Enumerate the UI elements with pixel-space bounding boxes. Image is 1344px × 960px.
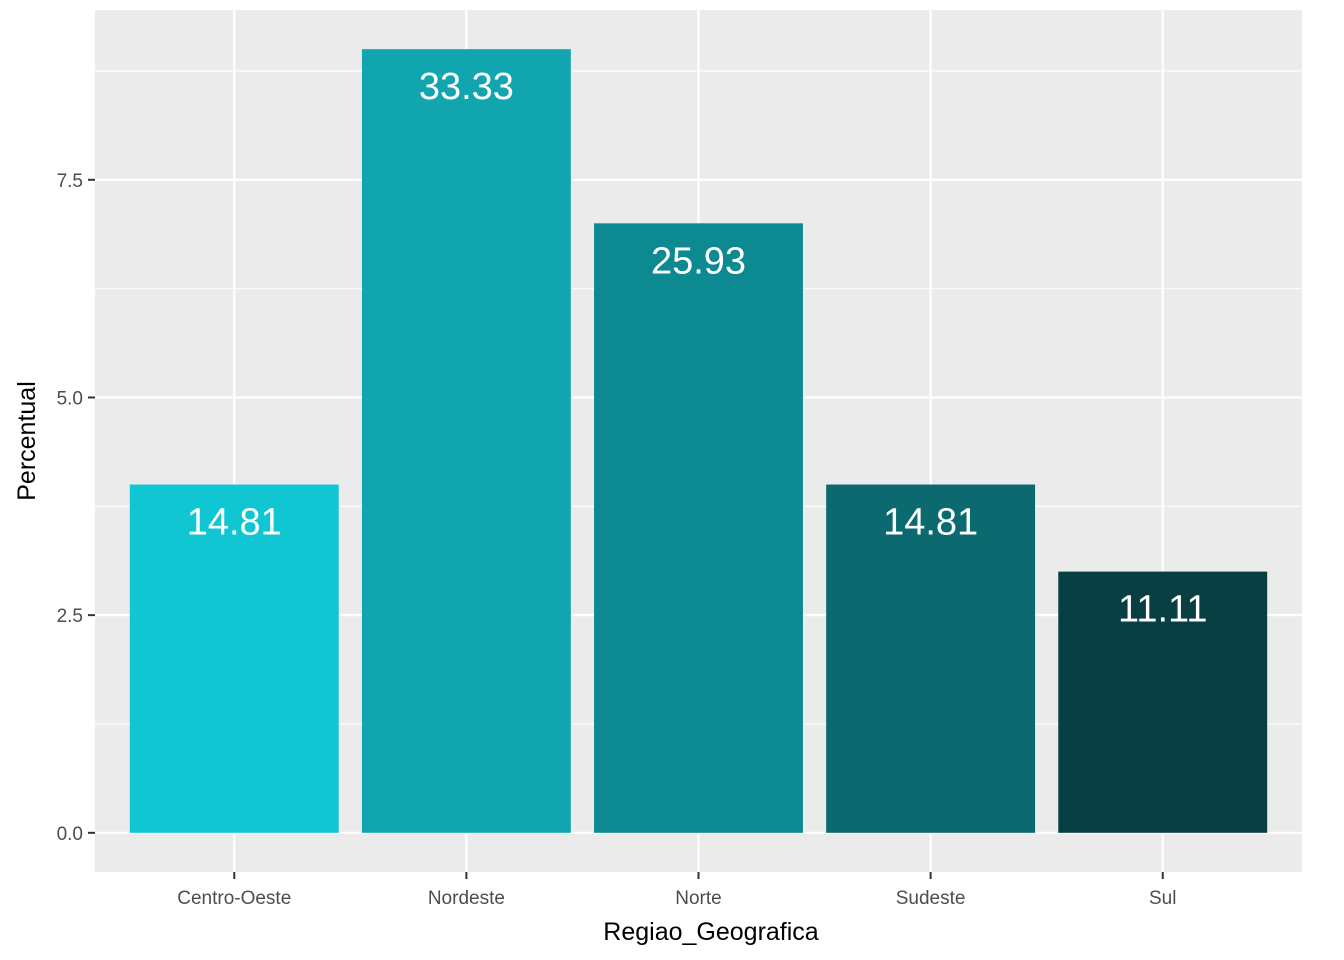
x-tick-label: Sul xyxy=(1149,888,1176,909)
y-tick-label: 7.5 xyxy=(57,171,83,192)
y-tick-label: 2.5 xyxy=(57,606,83,627)
y-tick-label: 0.0 xyxy=(57,824,83,845)
x-tick-label: Centro-Oeste xyxy=(177,888,291,909)
bar-data-label: 33.33 xyxy=(419,66,514,108)
x-tick-label: Sudeste xyxy=(896,888,966,909)
y-axis-title: Percentual xyxy=(13,381,41,501)
bars xyxy=(129,49,1268,833)
x-tick-label: Nordeste xyxy=(428,888,505,909)
bar xyxy=(826,484,1036,833)
bar-data-label: 11.11 xyxy=(1118,589,1207,631)
bar xyxy=(361,49,571,833)
bar-data-label: 14.81 xyxy=(883,502,978,544)
y-axis: 0.0 2.5 5.0 7.5 xyxy=(57,171,95,845)
x-tick-label: Norte xyxy=(675,888,721,909)
y-tick-label: 5.0 xyxy=(57,388,83,409)
bar xyxy=(1058,571,1268,833)
bar-data-labels: 14.81 33.33 25.93 14.81 11.11 xyxy=(187,66,1208,630)
x-axis: Centro-Oeste Nordeste Norte Sudeste Sul xyxy=(177,872,1176,909)
bar xyxy=(594,223,803,833)
bar xyxy=(129,484,339,833)
bar-data-label: 25.93 xyxy=(651,240,746,282)
x-axis-title: Regiao_Geografica xyxy=(603,918,819,946)
bar-data-label: 14.81 xyxy=(187,502,282,544)
